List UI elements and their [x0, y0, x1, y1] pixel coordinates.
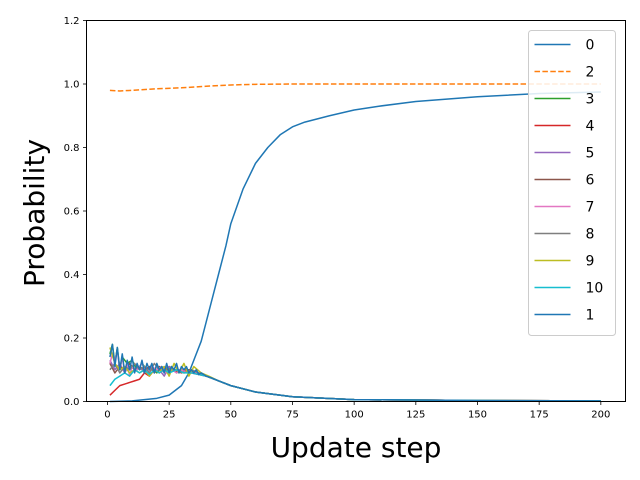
- x-tick-label: 50: [224, 410, 237, 421]
- series-line-10: [109, 369, 601, 402]
- legend-label-2: 2: [586, 65, 595, 81]
- y-axis-ticks: 0.0 0.2 0.4 0.6 0.8 1.0 1.2: [64, 16, 87, 408]
- x-tick-label: 100: [345, 410, 364, 421]
- x-axis-title: Update step: [271, 431, 442, 464]
- y-tick-label: 1.0: [64, 80, 80, 91]
- legend-label-1: 1: [586, 308, 595, 324]
- legend-label-7: 7: [586, 200, 595, 216]
- x-tick-label: 150: [468, 410, 487, 421]
- y-tick-label: 0.6: [64, 207, 80, 218]
- y-tick-label: 0.4: [64, 270, 80, 281]
- series-line-0: [109, 91, 601, 403]
- plot-lines: [109, 83, 601, 403]
- legend-box: [528, 30, 616, 336]
- series-line-9: [109, 347, 601, 402]
- series-line-7: [109, 349, 601, 402]
- y-tick-label: 0.2: [64, 334, 80, 345]
- legend-label-3: 3: [586, 92, 595, 108]
- legend-label-5: 5: [586, 146, 595, 162]
- legend-label-4: 4: [586, 119, 595, 135]
- legend-label-0: 0: [586, 38, 595, 54]
- legend-label-9: 9: [586, 254, 595, 270]
- series-line-2: [109, 83, 601, 92]
- x-axis-ticks: 0 25 50 75 100 125 150 175 200: [104, 401, 610, 421]
- legend: 0 2 3 4 5 6 7 8 9 10 1: [528, 30, 616, 336]
- legend-label-10: 10: [586, 281, 604, 297]
- legend-label-6: 6: [586, 173, 595, 189]
- y-axis-title: Probability: [18, 139, 51, 287]
- x-tick-label: 0: [104, 410, 110, 421]
- y-tick-label: 1.2: [64, 16, 80, 27]
- y-tick-label: 0.0: [64, 397, 80, 408]
- x-tick-label: 25: [163, 410, 176, 421]
- x-tick-label: 75: [286, 410, 299, 421]
- legend-label-8: 8: [586, 227, 595, 243]
- series-line-1: [109, 343, 601, 402]
- x-tick-label: 200: [591, 410, 610, 421]
- y-tick-label: 0.8: [64, 143, 80, 154]
- x-tick-label: 125: [406, 410, 425, 421]
- x-tick-label: 175: [530, 410, 549, 421]
